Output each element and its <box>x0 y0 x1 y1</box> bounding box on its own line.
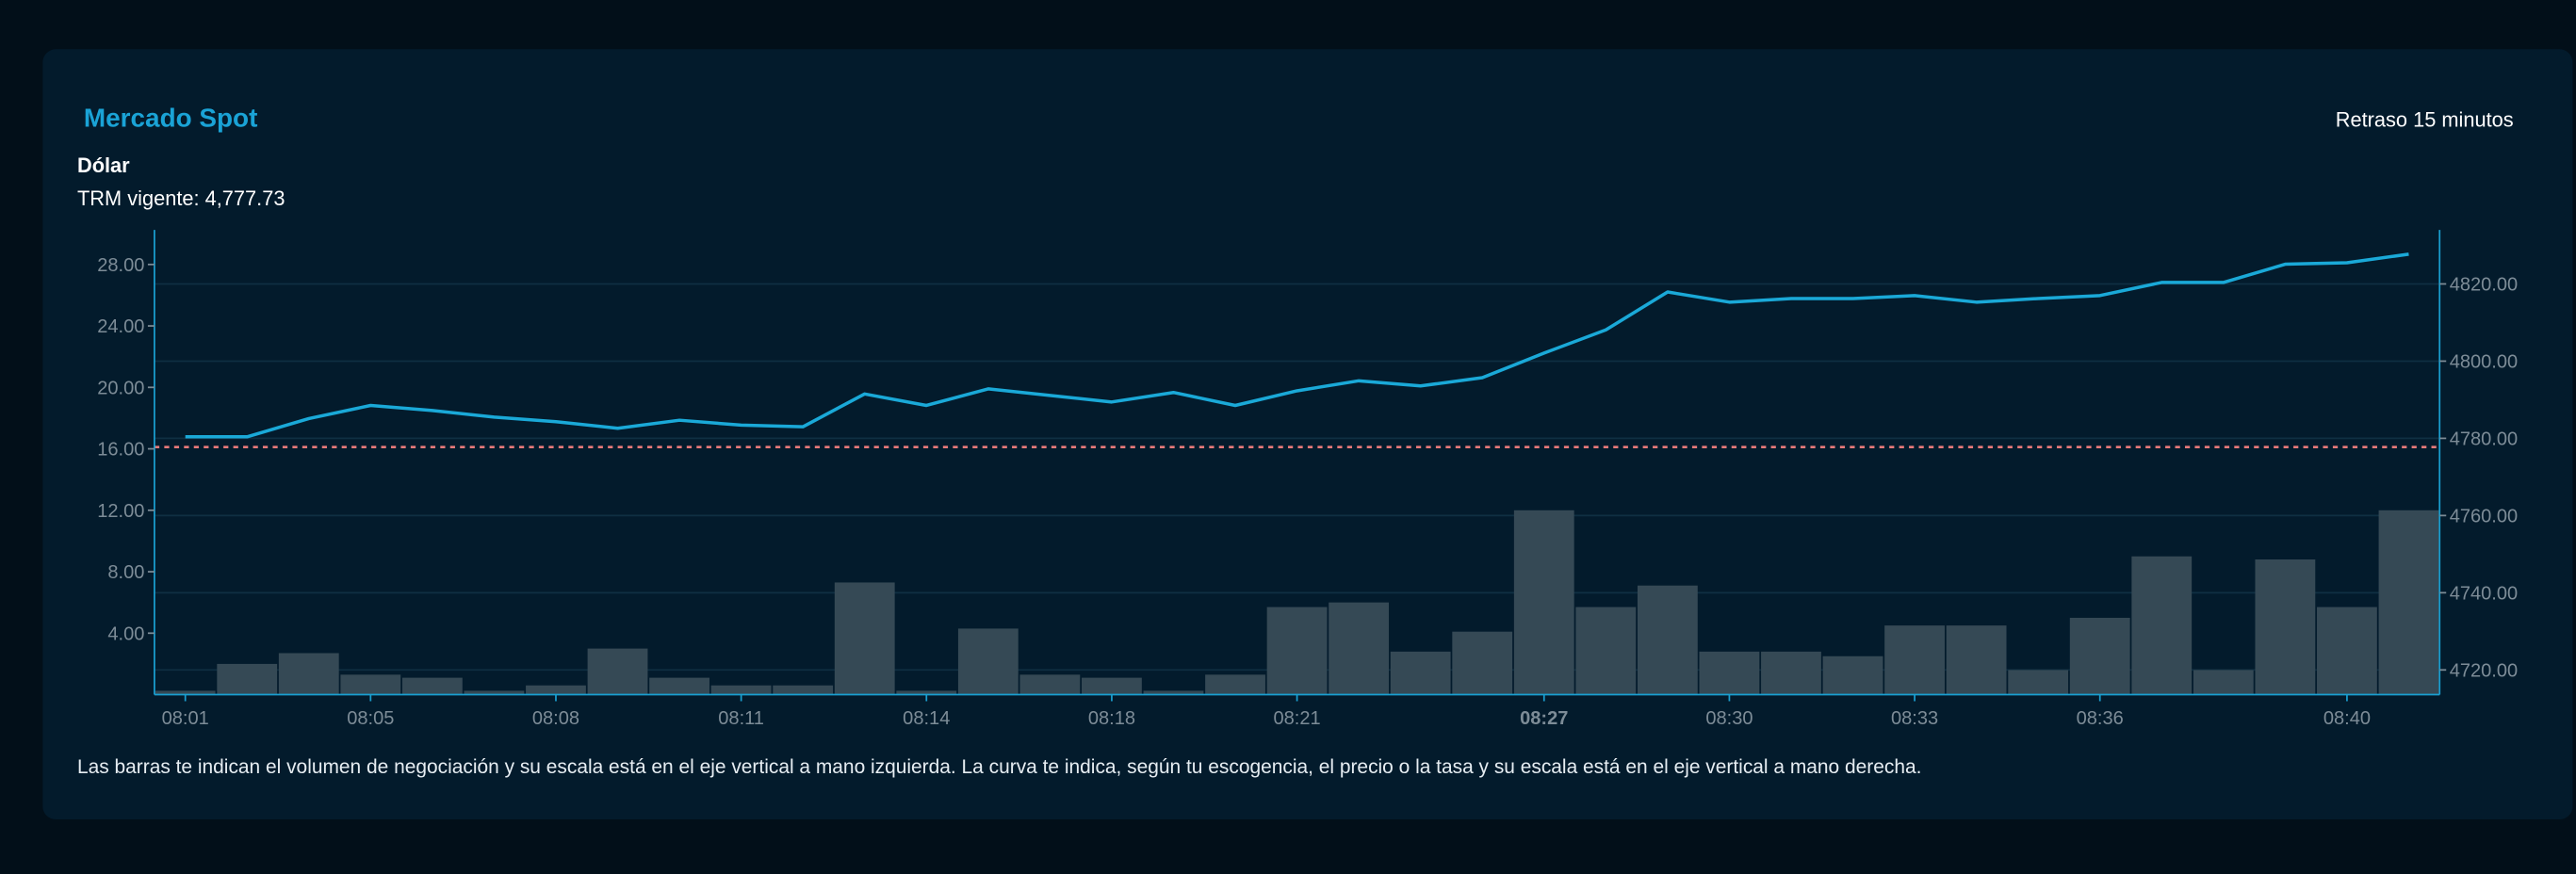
volume-bar <box>1884 625 1945 695</box>
volume-bar <box>2069 617 2130 695</box>
card-title: Mercado Spot <box>83 105 258 134</box>
left-axis-tick-label: 12.00 <box>97 501 144 522</box>
left-axis-tick-label: 24.00 <box>97 316 144 337</box>
volume-bar <box>1143 690 1204 695</box>
volume-bar <box>1513 510 1574 695</box>
right-axis-tick-label: 4780.00 <box>2450 429 2518 449</box>
right-axis-tick-label: 4800.00 <box>2450 351 2518 372</box>
volume-bar <box>1761 651 1821 695</box>
volume-bar <box>1946 625 2007 695</box>
trm-value: TRM vigente: 4,777.73 <box>76 186 285 211</box>
left-axis-tick-label: 20.00 <box>97 378 144 398</box>
x-axis-tick-label: 08:11 <box>718 708 764 729</box>
volume-bar <box>2317 607 2377 695</box>
volume-bar <box>1266 607 1328 695</box>
volume-bar <box>217 663 278 695</box>
right-axis-tick-label: 4720.00 <box>2450 660 2518 681</box>
left-axis-tick-label: 16.00 <box>97 440 144 461</box>
volume-bar <box>1082 677 1142 695</box>
volume-bar <box>464 690 525 695</box>
x-axis-tick-label: 08:40 <box>2323 708 2371 729</box>
volume-bar <box>2255 558 2316 695</box>
price-line <box>185 252 2409 439</box>
right-axis-tick-label: 4740.00 <box>2450 583 2518 604</box>
volume-bar <box>773 685 834 695</box>
volume-bar <box>896 690 957 695</box>
x-axis-tick-label: 08:21 <box>1273 708 1320 729</box>
volume-bar <box>401 677 463 695</box>
left-axis-tick-label: 28.00 <box>97 255 144 276</box>
chart-explanation: Las barras te indican el volumen de nego… <box>76 755 1922 779</box>
x-axis-tick-label: 08:36 <box>2077 708 2124 729</box>
volume-bar <box>1822 656 1883 695</box>
left-axis-tick-label: 4.00 <box>107 623 144 644</box>
right-axis-tick-label: 4820.00 <box>2450 274 2518 295</box>
x-axis-tick-label: 08:27 <box>1520 708 1568 729</box>
x-axis-tick-label: 08:05 <box>347 708 394 729</box>
volume-bar <box>649 677 709 695</box>
volume-bar <box>278 653 339 695</box>
volume-bar <box>2193 670 2254 695</box>
delay-label: Retraso 15 minutos <box>2335 108 2514 132</box>
volume-bar <box>155 690 216 695</box>
x-axis-tick-label: 08:08 <box>532 708 579 729</box>
volume-bar <box>1637 585 1698 695</box>
volume-bar <box>2008 670 2069 695</box>
volume-bar <box>1575 607 1637 695</box>
left-axis-tick-label: 8.00 <box>107 562 144 583</box>
x-axis-tick-label: 08:01 <box>162 708 209 729</box>
volume-bar <box>1205 674 1265 695</box>
volume-bar <box>957 628 1019 695</box>
volume-bar <box>1699 651 1760 695</box>
volume-bar <box>1390 651 1451 695</box>
volume-bar <box>587 648 648 695</box>
volume-bar <box>1452 631 1513 695</box>
volume-bar <box>834 582 895 695</box>
volume-bar <box>526 685 586 695</box>
asset-name: Dólar <box>76 154 130 178</box>
volume-bar <box>340 674 401 695</box>
volume-bar <box>1019 674 1081 695</box>
x-axis-tick-label: 08:33 <box>1891 708 1938 729</box>
volume-bar <box>1329 602 1390 695</box>
right-axis-tick-label: 4760.00 <box>2450 506 2518 526</box>
x-axis-tick-label: 08:18 <box>1088 708 1135 729</box>
volume-bar <box>2378 510 2439 695</box>
volume-bar <box>710 685 772 695</box>
x-axis-tick-label: 08:14 <box>903 708 950 729</box>
x-axis-tick-label: 08:30 <box>1705 708 1753 729</box>
volume-bar <box>2131 556 2193 695</box>
